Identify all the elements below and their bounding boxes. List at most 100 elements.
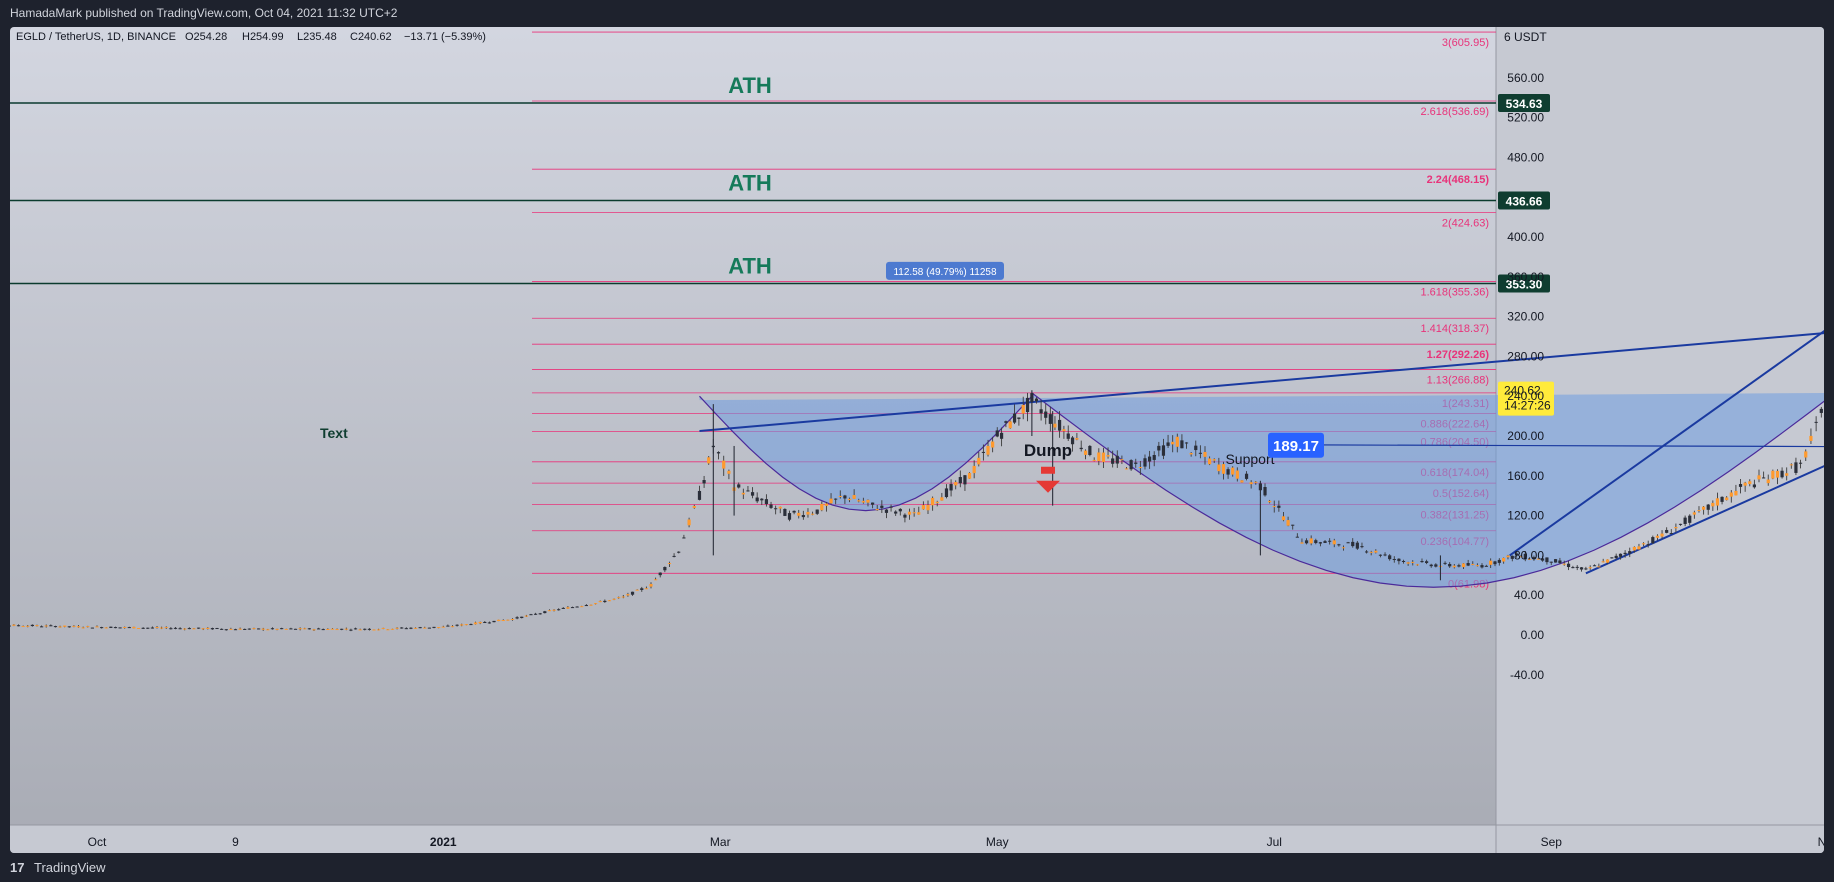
dump-arrow-icon [1036,466,1060,493]
support-price-tag[interactable] [1268,432,1324,458]
candle-body [1277,505,1281,508]
candle-body [1819,408,1823,413]
fib-level-label: 1.13(266.88) [1427,374,1489,386]
candle-body [1646,544,1650,546]
candle-body [1070,437,1075,445]
candle-body [1198,452,1202,454]
dump-label[interactable]: Dump [1024,441,1072,460]
candle-body [1571,567,1575,569]
y-tick-label: 480.00 [1507,150,1544,164]
candle-body [178,628,182,630]
candle-body [1337,544,1341,546]
candle-body [1175,436,1179,447]
candle-body [1092,459,1096,461]
candle-body [1766,479,1770,484]
candle-body [487,622,492,624]
candle-body [935,501,939,504]
candle-body [1004,421,1008,423]
candle-body [1480,565,1484,568]
brand-bar: 17 TradingView [0,853,1834,882]
channel-trend-line[interactable] [1509,289,1824,557]
candle-body [1688,515,1692,523]
text-annotation[interactable]: Text [320,425,348,441]
candle-body [1057,419,1062,431]
candle-body [395,627,399,629]
candle-body [192,628,196,630]
support-trend-line[interactable] [1585,358,1824,575]
candle-body [824,503,829,506]
candle-body [1549,561,1553,563]
candle-body [1101,452,1106,462]
candle-body [284,628,288,630]
candle-body [801,515,805,518]
measure-label-box[interactable] [886,261,1004,280]
candle-body [1212,459,1216,461]
candle-body [1208,458,1212,465]
candle-body [1804,451,1808,458]
candle-body [1066,433,1070,439]
candle-body [1120,459,1124,461]
candle-body [1425,561,1429,563]
support-line[interactable] [1277,444,1824,448]
candle-body [1706,504,1710,510]
candle-body [1304,540,1309,544]
candle-body [63,625,67,627]
candle-body [1610,557,1614,559]
brand-name[interactable]: TradingView [34,860,106,875]
ath-price-tag[interactable] [1498,191,1550,210]
candle-body [820,503,824,511]
candle-body [1752,484,1756,488]
candle-body [400,627,404,629]
candle-body [1106,455,1110,457]
candle-body [1489,560,1493,565]
last-price-tag[interactable] [1498,381,1554,416]
candle-body [612,598,616,600]
candle-body [58,626,62,628]
last-price-countdown: 14:27:26 [1504,399,1551,413]
x-tick-label: 9 [232,835,239,849]
candle-body [1637,546,1641,550]
candle-body [353,628,358,630]
upper-trend-line[interactable] [699,315,1824,433]
candle-body [687,519,691,526]
ohlc-change: −13.71 (−5.39%) [404,31,486,43]
candle-body [630,591,635,595]
candle-body [658,572,662,576]
candle-body [538,613,542,615]
chart-svg[interactable]: 3(605.95) 2.618(536.69) 2.24(468.15) 2(424.… [10,27,1824,853]
ath-price-tag[interactable] [1498,274,1550,293]
candle-body [67,626,71,628]
candle-body [1660,533,1664,537]
candle-body [954,482,958,486]
candle-body [1683,517,1687,524]
candle-body [1364,551,1369,553]
candle-body [1471,563,1475,565]
candle-body [363,628,367,630]
chart-area[interactable]: 3(605.95) 2.618(536.69) 2.24(468.15) 2(424.… [10,27,1824,853]
candle-body [1044,411,1048,418]
candle-body [1134,462,1138,464]
candle-body [293,628,298,630]
ath-price-tag-label: 436.66 [1506,195,1543,209]
candle-body [1184,442,1189,444]
candle-body [252,628,256,630]
y-tick-label: -40.00 [1510,668,1544,682]
ath-price-tag[interactable] [1498,94,1550,113]
candle-body [515,617,519,619]
candle-body [1771,470,1775,479]
candle-body [423,627,427,629]
candle-body [806,511,810,515]
x-tick-label: Mar [710,835,731,849]
tradingview-logo-icon: 17 [10,860,25,875]
candle-body [381,627,385,629]
candle-body [1515,553,1519,555]
candle-body [367,628,371,630]
ath-price-tag-label: 534.63 [1506,97,1543,111]
time-axis-background[interactable] [10,825,1824,853]
candle-body [1166,442,1170,446]
candle-body [358,629,362,631]
cup-arc [1031,392,1824,588]
candle-body [1798,462,1803,464]
y-tick-label: 120.00 [1507,509,1544,523]
candle-body [626,594,630,596]
